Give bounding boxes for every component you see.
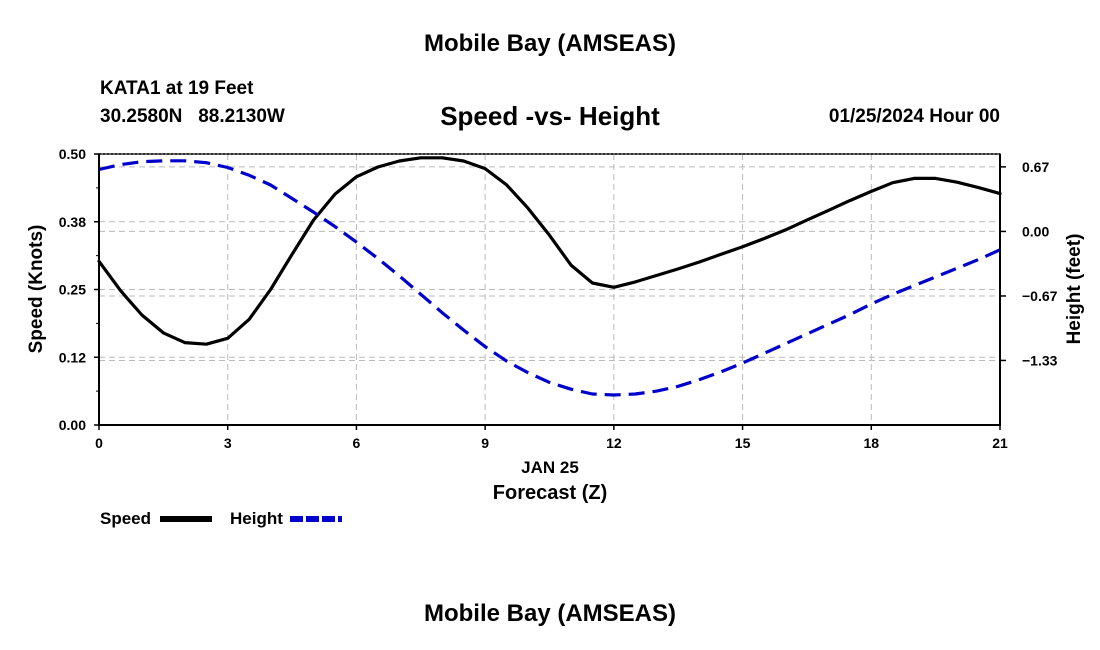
x-tick-label: 12 bbox=[606, 435, 622, 451]
footer-title: Mobile Bay (AMSEAS) bbox=[423, 600, 677, 627]
header-title: Mobile Bay (AMSEAS) bbox=[423, 30, 677, 57]
x-tick-label: 0 bbox=[95, 435, 103, 451]
y2-tick-label: 0.67 bbox=[1022, 159, 1049, 175]
station-coordinates: 30.2580N 88.2130W bbox=[100, 106, 285, 127]
legend-height-swatch bbox=[290, 516, 342, 522]
x-axis-date-label: JAN 25 bbox=[521, 458, 579, 477]
x-tick-label: 6 bbox=[353, 435, 361, 451]
x-tick-label: 21 bbox=[992, 435, 1008, 451]
y-axis-label: Speed (Knots) bbox=[26, 224, 47, 354]
chart-title: Speed -vs- Height bbox=[440, 101, 660, 131]
legend-speed-label: Speed bbox=[100, 509, 152, 528]
x-tick-label: 18 bbox=[863, 435, 879, 451]
x-tick-label: 3 bbox=[224, 435, 232, 451]
y2-tick-label: −0.67 bbox=[1022, 288, 1058, 304]
series-line-speed bbox=[97, 156, 1002, 346]
grid-lines bbox=[99, 153, 1000, 425]
legend-height-label: Height bbox=[230, 509, 283, 528]
y2-tick-label: 0.00 bbox=[1022, 223, 1049, 239]
y-tick-label: 0.50 bbox=[59, 146, 86, 162]
legend-speed-swatch bbox=[160, 516, 212, 522]
y-tick-label: 0.00 bbox=[59, 417, 86, 433]
series-line-height bbox=[98, 159, 1001, 397]
y2-axis-label: Height (feet) bbox=[1064, 233, 1085, 345]
y-tick-label: 0.12 bbox=[59, 349, 86, 365]
x-tick-label: 9 bbox=[481, 435, 489, 451]
station-name: KATA1 at 19 Feet bbox=[100, 78, 254, 99]
x-tick-label: 15 bbox=[735, 435, 751, 451]
forecast-date: 01/25/2024 Hour 00 bbox=[828, 106, 1000, 127]
x-axis-label: Forecast (Z) bbox=[492, 482, 608, 504]
y2-tick-label: −1.33 bbox=[1022, 352, 1058, 368]
y-tick-label: 0.25 bbox=[59, 282, 86, 298]
y-tick-label: 0.38 bbox=[59, 214, 86, 230]
